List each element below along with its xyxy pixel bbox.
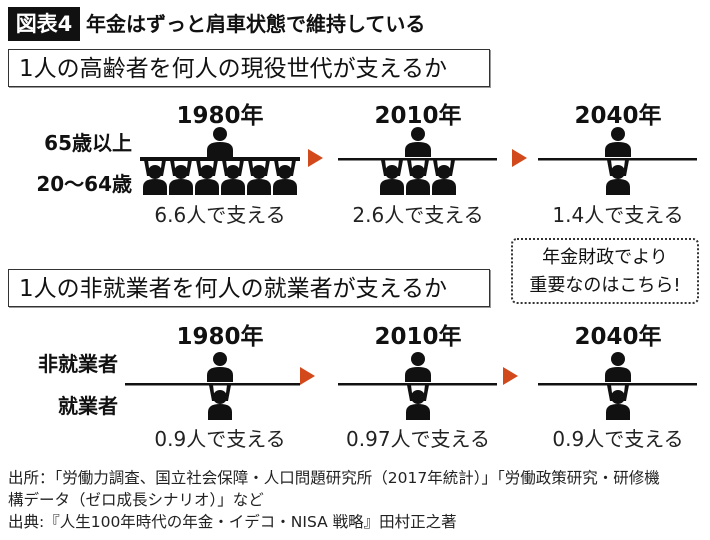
year-label: 1980年 (176, 103, 264, 129)
supporter-person-icon (406, 385, 430, 420)
arrow-right-icon (308, 149, 323, 167)
shoulder-ride-figure (125, 352, 300, 420)
citation-line: 出典:『人生100年時代の年金・イデコ・NISA 戦略』田村正之著 (8, 513, 457, 531)
bar-line (338, 158, 497, 161)
supporter-person-icon (432, 160, 456, 195)
section1-label-top: 65歳以上 (44, 131, 132, 155)
section1-label-bottom: 20〜64歳 (36, 172, 132, 196)
supporter-person-icon (606, 385, 630, 420)
supporter-person-icon (247, 160, 271, 195)
year-label: 2040年 (574, 324, 662, 350)
support-ratio-caption: 1.4人で支える (552, 203, 684, 227)
year-label: 1980年 (176, 324, 264, 350)
callout-note: 年金財政でより 重要なのはこちら! (511, 238, 699, 304)
shoulder-ride-figure (140, 127, 300, 195)
supporter-person-icon (221, 160, 245, 195)
supporter-person-icon (273, 160, 297, 195)
shoulder-ride-figure (338, 127, 497, 195)
support-ratio-caption: 0.9人で支える (552, 427, 684, 451)
year-label: 2040年 (574, 103, 662, 129)
elder-person-icon (207, 127, 233, 157)
supporter-person-icon (606, 160, 630, 195)
elder-person-icon (207, 352, 233, 382)
bar-line (140, 157, 300, 161)
support-ratio-caption: 0.97人で支える (346, 427, 490, 451)
elder-person-icon (405, 352, 431, 382)
elder-person-icon (605, 127, 631, 157)
supporter-person-icon (380, 160, 404, 195)
arrow-right-icon (503, 367, 518, 385)
section2-question: 1人の非就業者を何人の就業者が支えるか (8, 269, 490, 307)
figure-badge: 図表4 (8, 7, 80, 41)
supporter-person-icon (406, 160, 430, 195)
section1-question: 1人の高齢者を何人の現役世代が支えるか (8, 49, 490, 87)
supporter-person-icon (195, 160, 219, 195)
shoulder-ride-figure (538, 127, 697, 195)
arrow-right-icon (300, 367, 315, 385)
bar-line (538, 383, 697, 386)
elder-person-icon (605, 352, 631, 382)
supporter-person-icon (143, 160, 167, 195)
section2-label-bottom: 就業者 (58, 394, 118, 418)
section2-label-top: 非就業者 (38, 352, 118, 376)
bar-line (338, 383, 497, 386)
shoulder-ride-figure (538, 352, 697, 420)
source-line2: 構データ（ゼロ成長シナリオ）」など (8, 491, 264, 509)
callout-line2: 重要なのはこちら! (529, 275, 681, 296)
bar-line (125, 383, 300, 386)
supporter-person-icon (208, 385, 232, 420)
support-ratio-caption: 0.9人で支える (154, 427, 286, 451)
bar-line (538, 158, 697, 161)
source-line1: 出所：「労働力調査、国立社会保障・人口問題研究所（2017年統計）」「労働政策研… (8, 469, 660, 487)
arrow-right-icon (512, 149, 527, 167)
elder-person-icon (405, 127, 431, 157)
shoulder-ride-figure (338, 352, 497, 420)
support-ratio-caption: 6.6人で支える (154, 203, 286, 227)
support-ratio-caption: 2.6人で支える (352, 203, 484, 227)
figure-title: 年金はずっと肩車状態で維持している (86, 12, 426, 36)
year-label: 2010年 (374, 103, 462, 129)
callout-line1: 年金財政でより (542, 247, 668, 268)
supporter-person-icon (169, 160, 193, 195)
year-label: 2010年 (374, 324, 462, 350)
